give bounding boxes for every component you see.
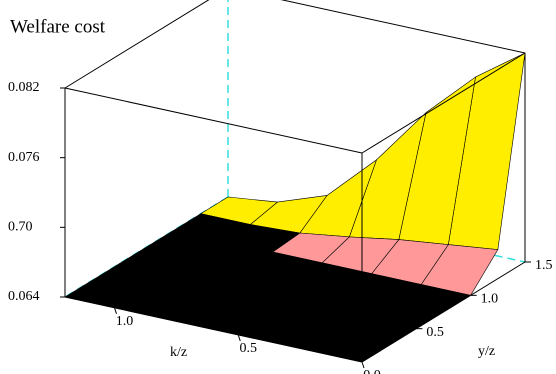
- x-tick-label: 0.5: [240, 341, 258, 356]
- chart-title: Welfare cost: [10, 16, 106, 37]
- y-axis-label: y/z: [478, 344, 495, 359]
- box-edge: [361, 261, 526, 363]
- z-tick-label: 0.082: [8, 80, 40, 95]
- z-tick-label: 0.70: [8, 220, 33, 235]
- y-tick-label: 1.5: [535, 258, 553, 273]
- x-tick-label: 1.0: [116, 314, 134, 329]
- box-edge: [361, 52, 526, 154]
- x-tick: [114, 307, 117, 314]
- x-tick-label: 0.0: [363, 368, 381, 374]
- z-tick-label: 0.064: [8, 289, 40, 304]
- x-tick: [361, 361, 365, 369]
- x-tick: [237, 334, 241, 342]
- y-tick-label: 1.0: [481, 292, 499, 307]
- box-edge: [280, 0, 526, 54]
- y-tick-label: 0.5: [426, 325, 444, 340]
- z-tick-label: 0.076: [8, 150, 40, 165]
- box-edge: [64, 0, 210, 89]
- box-edge: [64, 87, 363, 154]
- x-axis-label: k/z: [170, 345, 187, 360]
